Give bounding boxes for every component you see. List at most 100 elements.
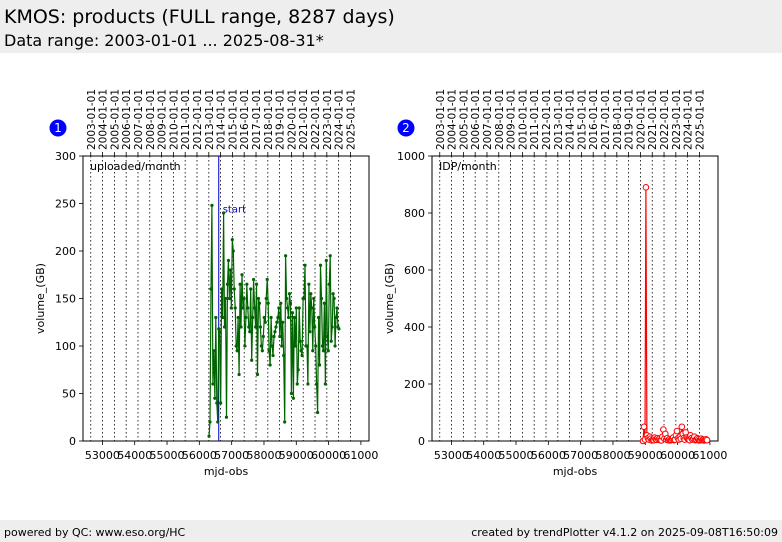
date-tick-label: 2007-01-01 xyxy=(482,89,494,150)
data-point xyxy=(284,254,288,258)
data-point xyxy=(239,325,243,329)
footer-bar: powered by QC: www.eso.org/HC created by… xyxy=(0,520,782,542)
data-point xyxy=(244,315,248,320)
data-point xyxy=(259,344,263,348)
date-tick-label: 2010-01-01 xyxy=(517,89,529,150)
date-tick-label: 2006-01-01 xyxy=(470,89,482,150)
data-point xyxy=(240,273,244,277)
charts-area: 1 2003-01-01 2004-01-01 2005-01-01 2006-01-0… xyxy=(34,89,727,478)
x-tick-label: 55000 xyxy=(150,449,185,462)
data-point xyxy=(293,344,297,348)
date-tick-label: 2022-01-01 xyxy=(310,89,322,150)
date-tick-label: 2018-01-01 xyxy=(612,89,624,150)
x-tick-label: 58000 xyxy=(246,449,281,462)
data-point xyxy=(321,349,326,353)
data-point xyxy=(236,315,240,320)
date-tick-label: 2020-01-01 xyxy=(286,89,298,150)
chart-legend-text: uploaded/month xyxy=(90,160,181,173)
data-point xyxy=(285,306,290,310)
data-point xyxy=(322,301,327,305)
x-tick-label: 60000 xyxy=(660,449,695,462)
date-tick-label: 2005-01-01 xyxy=(109,89,121,150)
data-point xyxy=(235,349,239,353)
page-title: KMOS: products (FULL range, 8287 days) xyxy=(4,6,395,28)
date-tick-label: 2013-01-01 xyxy=(204,89,216,150)
data-point xyxy=(313,325,317,329)
data-point xyxy=(219,401,223,405)
data-point xyxy=(232,287,236,291)
data-point xyxy=(248,330,252,334)
data-point xyxy=(263,320,267,324)
date-tick-label: 2014-01-01 xyxy=(216,89,228,150)
data-point xyxy=(329,339,333,343)
data-point xyxy=(218,330,222,334)
date-tick-label: 2010-01-01 xyxy=(168,89,180,150)
date-tick-label: 2006-01-01 xyxy=(121,89,133,150)
data-point xyxy=(276,315,280,320)
date-tick-label: 2017-01-01 xyxy=(600,89,612,150)
data-point xyxy=(334,315,338,320)
data-point xyxy=(640,423,648,431)
data-point xyxy=(253,306,257,310)
data-point xyxy=(233,306,237,310)
date-tick-label: 2020-01-01 xyxy=(635,89,647,150)
date-tick-label: 2022-01-01 xyxy=(659,89,671,150)
data-point xyxy=(260,349,264,353)
date-tick-label: 2024-01-01 xyxy=(334,89,346,150)
header-bar: KMOS: products (FULL range, 8287 days) D… xyxy=(0,0,782,53)
data-point xyxy=(223,296,228,301)
x-tick-label: 56000 xyxy=(531,449,566,462)
data-point xyxy=(265,277,269,282)
data-point xyxy=(326,349,330,353)
x-tick-label: 59000 xyxy=(628,449,663,462)
data-point xyxy=(252,277,256,282)
date-tick-label: 2009-01-01 xyxy=(506,89,518,150)
date-tick-label: 2019-01-01 xyxy=(624,89,636,150)
data-point xyxy=(315,382,319,386)
date-tick-label: 2017-01-01 xyxy=(251,89,263,150)
data-point xyxy=(215,401,219,405)
data-point xyxy=(311,349,315,353)
data-point xyxy=(335,306,339,310)
series-line xyxy=(208,205,340,437)
data-point xyxy=(212,349,216,353)
data-point xyxy=(242,296,246,301)
data-point xyxy=(287,292,292,296)
data-point xyxy=(673,427,681,435)
y-tick-label: 100 xyxy=(55,340,76,353)
footer-created-by: created by trendPlotter v4.1.2 on 2025-0… xyxy=(471,526,778,539)
data-point xyxy=(270,344,274,348)
y-tick-label: 300 xyxy=(55,150,76,163)
y-tick-label: 200 xyxy=(55,245,76,258)
data-point xyxy=(316,410,320,415)
x-tick-label: 57000 xyxy=(563,449,598,462)
data-point xyxy=(309,292,313,296)
data-point xyxy=(224,415,229,419)
data-point xyxy=(255,372,260,377)
data-point xyxy=(678,423,686,431)
data-point xyxy=(257,301,262,305)
data-point xyxy=(229,306,233,310)
data-point xyxy=(268,363,272,367)
date-tick-label: 2011-01-01 xyxy=(180,89,192,150)
date-tick-label: 2011-01-01 xyxy=(529,89,541,150)
date-tick-label: 2013-01-01 xyxy=(553,89,565,150)
chart-1: 1 2003-01-01 2004-01-01 2005-01-01 2006-01-0… xyxy=(34,89,378,478)
date-tick-label: 2023-01-01 xyxy=(322,89,334,150)
x-tick-label: 61000 xyxy=(692,449,727,462)
data-point xyxy=(281,320,285,324)
data-point xyxy=(277,306,281,310)
data-point xyxy=(330,325,334,329)
data-point xyxy=(216,420,220,424)
data-point xyxy=(308,330,312,334)
data-point xyxy=(238,282,242,286)
data-point xyxy=(331,292,335,296)
data-point xyxy=(208,420,212,424)
data-point xyxy=(297,306,301,310)
data-point xyxy=(310,306,314,310)
data-point xyxy=(290,311,295,315)
data-point xyxy=(275,320,279,324)
y-tick-label: 0 xyxy=(69,435,76,448)
chart-badge xyxy=(397,119,415,137)
data-point xyxy=(303,263,307,267)
